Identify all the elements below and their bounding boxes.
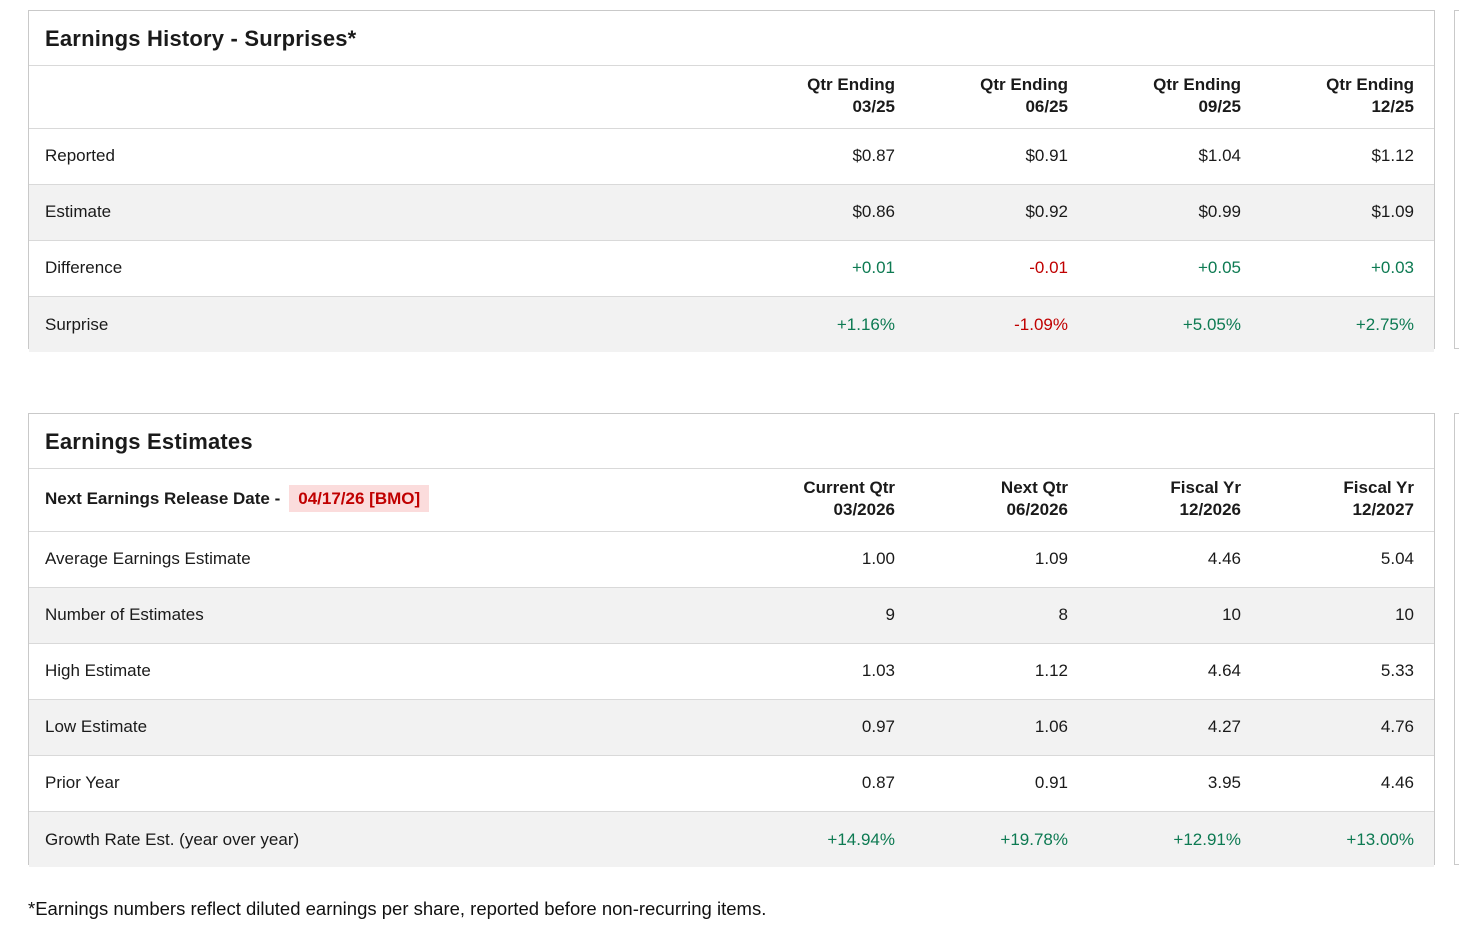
release-date-value: 04/17/26 [BMO] [289,485,430,513]
table-row: Number of Estimates 9 8 10 10 [29,586,1434,644]
table-row: Reported $0.87 $0.91 $1.04 $1.12 [29,128,1434,184]
cell-value: +1.16% [742,295,915,353]
cell-value: 1.06 [915,698,1088,756]
clipped-adjacent-panel-top [1454,10,1459,349]
cell-value: 1.03 [742,642,915,700]
earnings-history-card: Earnings History - Surprises* Qtr Ending… [28,10,1435,353]
cell-value: 4.27 [1088,698,1261,756]
cell-value: +12.91% [1088,810,1261,868]
row-label: Low Estimate [29,698,742,756]
column-header: Qtr Ending 09/25 [1088,66,1261,129]
header-row: Next Earnings Release Date - 04/17/26 [BM… [29,469,1434,532]
table-row: Growth Rate Est. (year over year) +14.94%… [29,810,1434,868]
cell-value: 1.12 [915,642,1088,700]
cell-value: $1.12 [1371,146,1414,166]
cell-value: -0.01 [915,239,1088,297]
cell-value: 0.87 [742,754,915,812]
cell-value: $0.86 [742,183,915,241]
table-row: Surprise +1.16% -1.09% +5.05% +2.75% [29,295,1434,353]
cell-value: +0.03 [1261,239,1434,297]
cell-value: $1.09 [1261,183,1434,241]
cell-value: 8 [915,586,1088,644]
clipped-adjacent-panel-bottom [1454,413,1459,865]
table-row: Difference +0.01 -0.01 +0.05 +0.03 [29,239,1434,297]
cell-value: 5.04 [1380,549,1414,569]
cell-value: +5.05% [1088,295,1261,353]
column-header: Qtr Ending 06/25 [915,66,1088,129]
cell-value: 10 [1261,586,1434,644]
column-header: Fiscal Yr 12/2026 [1088,469,1261,532]
cell-value: 5.33 [1261,642,1434,700]
cell-value: +19.78% [915,810,1088,868]
earnings-estimates-card: Earnings Estimates Next Earnings Release… [28,413,1435,868]
column-header: Next Qtr 06/2026 [915,469,1088,532]
column-header: Fiscal Yr 12/2027 [1261,469,1434,532]
cell-value: 4.76 [1261,698,1434,756]
earnings-footnote: *Earnings numbers reflect diluted earnin… [28,898,767,919]
cell-value: +0.05 [1088,239,1261,297]
cell-value: +2.75% [1261,295,1434,353]
cell-value: 1.09 [1034,549,1068,569]
corner-spacer [29,66,742,129]
cell-value: +14.94% [742,810,915,868]
column-header: Qtr Ending 03/25 [742,66,915,129]
row-label: Prior Year [29,754,742,812]
row-label: Reported [45,146,115,166]
cell-value: 0.97 [742,698,915,756]
table-row: Estimate $0.86 $0.92 $0.99 $1.09 [29,183,1434,241]
earnings-estimates-table: Next Earnings Release Date - 04/17/26 [BM… [29,469,1434,868]
cell-value: -1.09% [915,295,1088,353]
row-label: Surprise [29,295,742,353]
header-row: Qtr Ending 03/25 Qtr Ending 06/25 Qtr Ending… [29,66,1434,129]
cell-value: $0.91 [1025,146,1068,166]
cell-value: $0.87 [852,146,895,166]
column-header: Qtr Ending 12/25 [1261,66,1434,129]
table-row: High Estimate 1.03 1.12 4.64 5.33 [29,642,1434,700]
release-date-cell: Next Earnings Release Date - 04/17/26 [BM… [29,469,742,532]
cell-value: $0.99 [1088,183,1261,241]
row-label: Estimate [29,183,742,241]
cell-value: $1.04 [1198,146,1241,166]
column-header: Current Qtr 03/2026 [742,469,915,532]
release-date-label: Next Earnings Release Date - [45,489,281,509]
table-row: Low Estimate 0.97 1.06 4.27 4.76 [29,698,1434,756]
row-label: Difference [29,239,742,297]
cell-value: $0.92 [915,183,1088,241]
cell-value: 9 [742,586,915,644]
cell-value: 4.64 [1088,642,1261,700]
table-row: Average Earnings Estimate 1.00 1.09 4.46 5.0… [29,531,1434,587]
cell-value: 1.00 [861,549,895,569]
row-label: Average Earnings Estimate [45,549,251,569]
cell-value: +13.00% [1261,810,1434,868]
row-label: High Estimate [29,642,742,700]
row-label: Growth Rate Est. (year over year) [29,810,742,868]
cell-value: 4.46 [1207,549,1241,569]
cell-value: 0.91 [915,754,1088,812]
earnings-history-title: Earnings History - Surprises* [29,11,1434,66]
cell-value: +0.01 [742,239,915,297]
table-row: Prior Year 0.87 0.91 3.95 4.46 [29,754,1434,812]
cell-value: 3.95 [1088,754,1261,812]
earnings-estimates-title: Earnings Estimates [29,414,1434,469]
cell-value: 10 [1088,586,1261,644]
cell-value: 4.46 [1261,754,1434,812]
earnings-history-table: Qtr Ending 03/25 Qtr Ending 06/25 Qtr Ending… [29,66,1434,353]
row-label: Number of Estimates [29,586,742,644]
